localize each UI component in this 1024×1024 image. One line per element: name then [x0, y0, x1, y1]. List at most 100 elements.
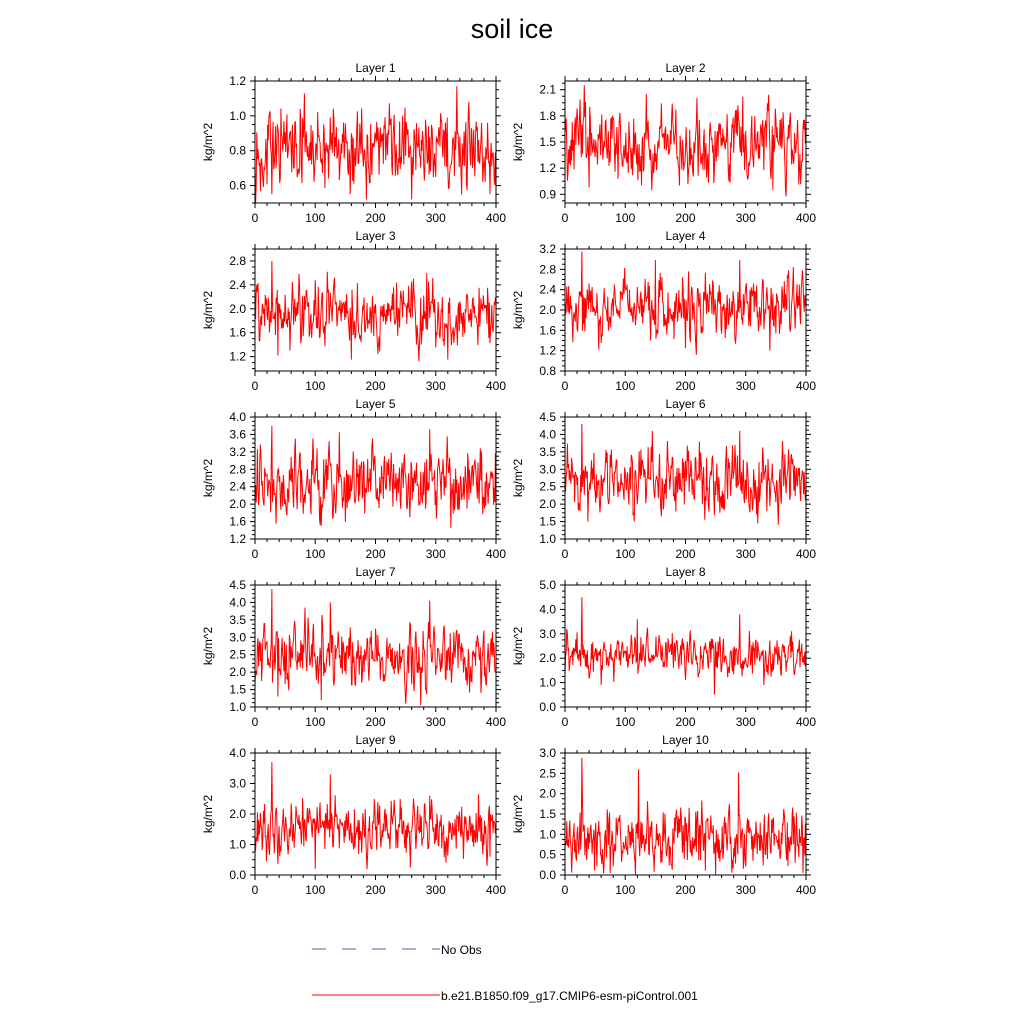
x-tick-label: 0	[252, 547, 259, 561]
x-tick-label: 200	[675, 883, 695, 897]
y-tick-label: 2.8	[539, 262, 556, 276]
y-tick-label: 2.0	[229, 807, 246, 821]
x-tick-label: 200	[365, 883, 385, 897]
y-tick-label: 1.5	[539, 807, 556, 821]
x-tick-label: 0	[252, 883, 259, 897]
y-tick-label: 1.5	[539, 135, 556, 149]
y-tick-label: 2.0	[539, 651, 556, 665]
x-tick-label: 100	[305, 715, 325, 729]
y-tick-label: 3.2	[539, 242, 556, 256]
y-tick-label: 2.4	[539, 283, 556, 297]
x-tick-label: 0	[562, 379, 569, 393]
x-tick-label: 0	[562, 211, 569, 225]
panel-title: Layer 5	[355, 397, 395, 411]
y-tick-label: 4.0	[229, 595, 246, 609]
legend: No Obs b.e21.B1850.f09_g17.CMIP6-esm-piC…	[312, 943, 698, 1003]
y-tick-label: 4.0	[539, 427, 556, 441]
y-axis-label: kg/m^2	[201, 795, 215, 834]
y-tick-label: 4.0	[229, 410, 246, 424]
x-tick-label: 200	[365, 211, 385, 225]
series-line	[254, 425, 496, 529]
x-tick-label: 100	[305, 379, 325, 393]
y-tick-label: 3.0	[539, 627, 556, 641]
y-tick-label: 2.0	[229, 302, 246, 316]
y-tick-label: 0.8	[229, 144, 246, 158]
y-tick-label: 1.6	[229, 515, 246, 529]
x-tick-label: 400	[486, 547, 506, 561]
y-tick-label: 2.5	[539, 766, 556, 780]
y-axis-label: kg/m^2	[511, 627, 525, 666]
panel-title: Layer 4	[665, 229, 705, 243]
y-tick-label: 3.0	[229, 777, 246, 791]
y-tick-label: 1.8	[539, 109, 556, 123]
chart-panel-layer-1: 0 100 200 300 400 0.6 0.8 1.0 1.2 Layer 1 kg/m^2	[201, 61, 506, 225]
y-tick-label: 1.2	[229, 74, 246, 88]
series-line	[564, 251, 806, 355]
y-tick-label: 1.2	[539, 344, 556, 358]
chart-panel-layer-10: 0 100 200 300 400 0.0 0.5 1.0 1.5 2.0 2.5 3.0 Layer …	[511, 733, 816, 897]
y-tick-label: 2.0	[539, 787, 556, 801]
y-tick-label: 1.6	[539, 323, 556, 337]
y-tick-label: 2.0	[229, 497, 246, 511]
series-line	[564, 757, 806, 876]
series-line	[564, 597, 806, 695]
y-axis-label: kg/m^2	[511, 459, 525, 498]
x-tick-label: 400	[796, 211, 816, 225]
x-tick-label: 400	[796, 715, 816, 729]
x-tick-label: 300	[426, 211, 446, 225]
x-tick-label: 100	[305, 547, 325, 561]
x-tick-label: 100	[615, 211, 635, 225]
chart-panel-layer-5: 0 100 200 300 400 1.2 1.6 2.0 2.4 2.8 3.2 3.6 4.0 Lay…	[201, 397, 506, 561]
y-tick-label: 0.0	[539, 700, 556, 714]
y-tick-label: 3.5	[539, 445, 556, 459]
panel-title: Layer 2	[665, 61, 705, 75]
y-tick-label: 3.0	[229, 630, 246, 644]
y-tick-label: 1.2	[229, 532, 246, 546]
y-tick-label: 1.5	[229, 683, 246, 697]
y-tick-label: 5.0	[539, 578, 556, 592]
x-tick-label: 200	[365, 715, 385, 729]
x-tick-label: 0	[252, 379, 259, 393]
y-tick-label: 2.4	[229, 480, 246, 494]
y-tick-label: 1.0	[539, 827, 556, 841]
panel-title: Layer 8	[665, 565, 705, 579]
y-tick-label: 1.0	[539, 676, 556, 690]
series-line	[254, 762, 496, 870]
y-tick-label: 1.0	[539, 532, 556, 546]
page-title: soil ice	[470, 14, 554, 44]
x-tick-label: 400	[486, 379, 506, 393]
x-tick-label: 100	[305, 883, 325, 897]
y-tick-label: 2.4	[229, 278, 246, 292]
x-tick-label: 400	[796, 379, 816, 393]
y-axis-label: kg/m^2	[511, 795, 525, 834]
x-tick-label: 300	[736, 715, 756, 729]
x-tick-label: 300	[426, 715, 446, 729]
series-line	[254, 86, 496, 204]
y-tick-label: 3.0	[539, 462, 556, 476]
y-tick-label: 2.0	[229, 665, 246, 679]
x-tick-label: 100	[615, 883, 635, 897]
x-tick-label: 0	[252, 715, 259, 729]
x-tick-label: 100	[615, 379, 635, 393]
y-tick-label: 3.0	[539, 746, 556, 760]
x-tick-label: 200	[675, 379, 695, 393]
y-tick-label: 1.2	[229, 350, 246, 364]
x-tick-label: 100	[615, 547, 635, 561]
y-tick-label: 3.2	[229, 445, 246, 459]
y-tick-label: 1.2	[539, 161, 556, 175]
y-tick-label: 1.0	[229, 700, 246, 714]
y-tick-label: 4.0	[229, 746, 246, 760]
chart-panel-layer-6: 0 100 200 300 400 1.0 1.5 2.0 2.5 3.0 3.5 4.0 4.5 Lay…	[511, 397, 816, 561]
x-tick-label: 300	[426, 379, 446, 393]
series-line	[254, 260, 496, 362]
x-tick-label: 0	[252, 211, 259, 225]
x-tick-label: 200	[675, 547, 695, 561]
panel-title: Layer 10	[662, 733, 709, 747]
chart-panel-layer-8: 0 100 200 300 400 0.0 1.0 2.0 3.0 4.0 5.0 Layer 8 kg…	[511, 565, 816, 729]
y-tick-label: 2.8	[229, 254, 246, 268]
x-tick-label: 0	[562, 547, 569, 561]
y-tick-label: 2.5	[229, 648, 246, 662]
y-axis-label: kg/m^2	[201, 627, 215, 666]
y-axis-label: kg/m^2	[201, 291, 215, 330]
y-tick-label: 0.0	[229, 868, 246, 882]
